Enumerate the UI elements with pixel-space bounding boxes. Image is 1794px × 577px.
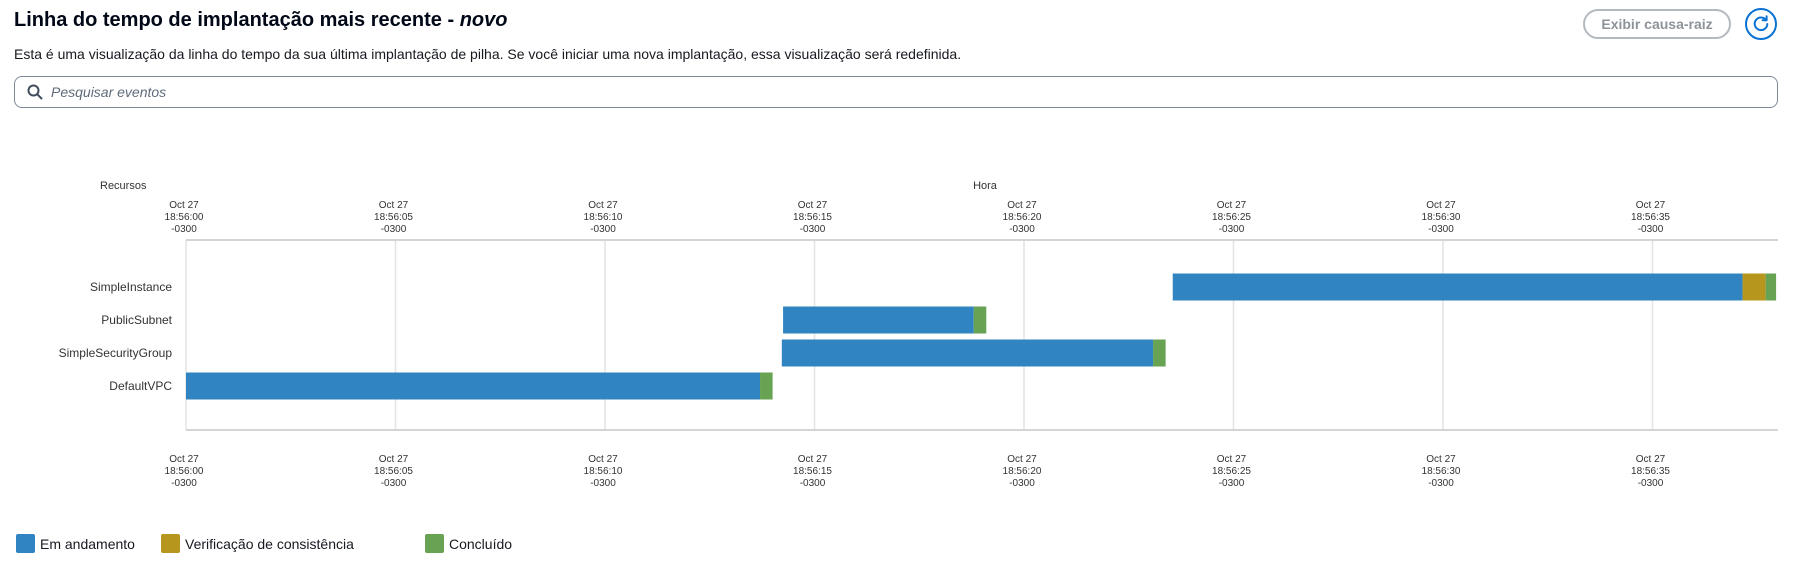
- resource-label-SimpleInstance: SimpleInstance: [90, 280, 172, 294]
- x-tick-tz-bottom-2: -0300: [590, 478, 616, 489]
- x-tick-tz-bottom-3: -0300: [800, 478, 826, 489]
- refresh-button[interactable]: [1745, 8, 1777, 40]
- x-tick-date-top-5: Oct 27: [1217, 200, 1247, 211]
- legend-item-in-progress: Em andamento: [16, 534, 161, 553]
- legend-item-complete: Concluído: [425, 534, 525, 553]
- x-tick-tz-top-0: -0300: [171, 224, 197, 235]
- x-tick-date-bottom-0: Oct 27: [169, 454, 199, 465]
- x-tick-tz-top-4: -0300: [1009, 224, 1035, 235]
- bar-PublicSubnet-complete: [973, 306, 987, 334]
- x-tick-date-bottom-3: Oct 27: [798, 454, 828, 465]
- bar-SimpleSecurityGroup-complete: [1153, 339, 1166, 367]
- x-tick-tz-bottom-0: -0300: [171, 478, 197, 489]
- x-tick-tz-top-1: -0300: [381, 224, 407, 235]
- search-icon: [27, 84, 43, 100]
- legend-label: Em andamento: [40, 535, 135, 552]
- page-title: Linha do tempo de implantação mais recen…: [14, 9, 507, 32]
- x-tick-time-top-6: 18:56:30: [1422, 212, 1461, 223]
- x-tick-time-bottom-4: 18:56:20: [1003, 466, 1042, 477]
- x-tick-tz-bottom-6: -0300: [1428, 478, 1454, 489]
- x-tick-date-bottom-2: Oct 27: [588, 454, 618, 465]
- x-tick-time-bottom-2: 18:56:10: [584, 466, 623, 477]
- x-tick-tz-bottom-7: -0300: [1638, 478, 1664, 489]
- x-tick-date-bottom-4: Oct 27: [1007, 454, 1037, 465]
- x-tick-tz-top-6: -0300: [1428, 224, 1454, 235]
- legend-swatch: [161, 534, 180, 553]
- resource-label-PublicSubnet: PublicSubnet: [101, 313, 172, 327]
- x-tick-tz-top-5: -0300: [1219, 224, 1245, 235]
- x-tick-tz-top-3: -0300: [800, 224, 826, 235]
- resource-label-SimpleSecurityGroup: SimpleSecurityGroup: [59, 346, 173, 360]
- x-tick-tz-bottom-1: -0300: [381, 478, 407, 489]
- timeline-legend: Em andamento Verificação de consistência C…: [16, 534, 525, 553]
- title-separator: -: [447, 9, 455, 31]
- x-tick-time-bottom-5: 18:56:25: [1212, 466, 1251, 477]
- x-tick-date-bottom-1: Oct 27: [379, 454, 409, 465]
- resource-label-DefaultVPC: DefaultVPC: [109, 379, 172, 393]
- x-tick-date-top-0: Oct 27: [169, 200, 199, 211]
- x-tick-date-bottom-5: Oct 27: [1217, 454, 1247, 465]
- x-tick-date-bottom-6: Oct 27: [1426, 454, 1456, 465]
- x-tick-time-bottom-1: 18:56:05: [374, 466, 413, 477]
- x-tick-date-top-6: Oct 27: [1426, 200, 1456, 211]
- bar-SimpleInstance-complete: [1765, 273, 1777, 301]
- legend-label: Verificação de consistência: [185, 535, 354, 552]
- x-tick-tz-bottom-5: -0300: [1219, 478, 1245, 489]
- page-title-text: Linha do tempo de implantação mais recen…: [14, 9, 442, 31]
- x-axis-label: Hora: [973, 180, 998, 192]
- x-tick-date-top-4: Oct 27: [1007, 200, 1037, 211]
- legend-swatch: [425, 534, 444, 553]
- x-tick-time-bottom-0: 18:56:00: [165, 466, 204, 477]
- x-tick-time-top-1: 18:56:05: [374, 212, 413, 223]
- bar-DefaultVPC-in_progress: [186, 372, 761, 400]
- x-tick-time-top-3: 18:56:15: [793, 212, 832, 223]
- x-tick-tz-bottom-4: -0300: [1009, 478, 1035, 489]
- x-tick-date-top-3: Oct 27: [798, 200, 828, 211]
- legend-label: Concluído: [449, 535, 513, 552]
- x-tick-tz-top-2: -0300: [590, 224, 616, 235]
- x-tick-date-top-2: Oct 27: [588, 200, 618, 211]
- bar-SimpleInstance-consistency_check: [1742, 273, 1766, 301]
- x-tick-time-top-7: 18:56:35: [1631, 212, 1670, 223]
- x-tick-time-top-5: 18:56:25: [1212, 212, 1251, 223]
- search-events-field[interactable]: [14, 76, 1778, 108]
- bar-PublicSubnet-in_progress: [783, 306, 974, 334]
- x-tick-date-top-1: Oct 27: [379, 200, 409, 211]
- bar-SimpleSecurityGroup-in_progress: [781, 339, 1154, 367]
- legend-swatch: [16, 534, 35, 553]
- x-tick-time-top-0: 18:56:00: [165, 212, 204, 223]
- x-tick-date-top-7: Oct 27: [1636, 200, 1666, 211]
- x-tick-time-bottom-7: 18:56:35: [1631, 466, 1670, 477]
- view-root-cause-button[interactable]: Exibir causa-raiz: [1583, 9, 1731, 39]
- y-axis-label: Recursos: [100, 180, 147, 192]
- x-tick-time-bottom-6: 18:56:30: [1422, 466, 1461, 477]
- x-tick-date-bottom-7: Oct 27: [1636, 454, 1666, 465]
- x-tick-tz-top-7: -0300: [1638, 224, 1664, 235]
- x-tick-time-bottom-3: 18:56:15: [793, 466, 832, 477]
- refresh-icon: [1753, 15, 1769, 32]
- legend-item-consistency-check: Verificação de consistência: [161, 534, 425, 553]
- x-tick-time-top-2: 18:56:10: [584, 212, 623, 223]
- new-tag: novo: [459, 9, 508, 31]
- page-description: Esta é uma visualização da linha do temp…: [14, 46, 962, 62]
- bar-SimpleInstance-in_progress: [1172, 273, 1743, 301]
- bar-DefaultVPC-complete: [760, 372, 773, 400]
- x-tick-time-top-4: 18:56:20: [1003, 212, 1042, 223]
- search-input[interactable]: [51, 80, 1751, 104]
